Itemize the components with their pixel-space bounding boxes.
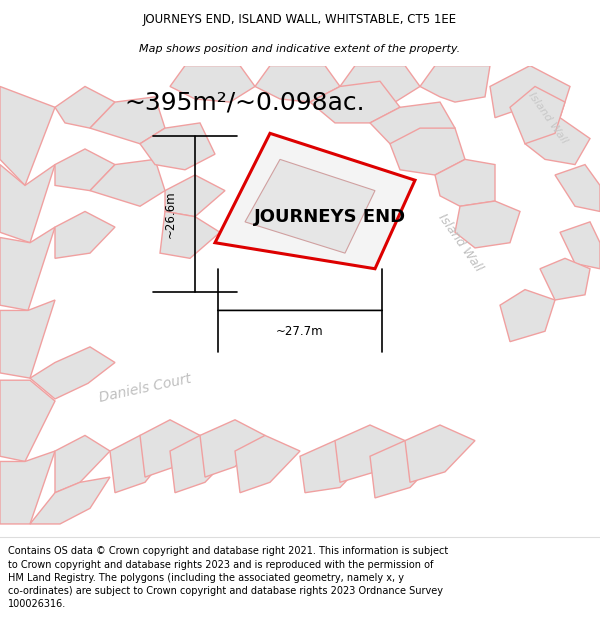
Polygon shape <box>0 451 55 524</box>
Polygon shape <box>55 436 110 492</box>
Polygon shape <box>160 211 220 258</box>
Polygon shape <box>140 420 200 477</box>
Text: co-ordinates) are subject to Crown copyright and database rights 2023 Ordnance S: co-ordinates) are subject to Crown copyr… <box>8 586 443 596</box>
Text: HM Land Registry. The polygons (including the associated geometry, namely x, y: HM Land Registry. The polygons (includin… <box>8 572 404 582</box>
Polygon shape <box>370 102 455 144</box>
Polygon shape <box>500 289 555 342</box>
Polygon shape <box>435 159 495 206</box>
Polygon shape <box>110 436 170 492</box>
Polygon shape <box>55 86 115 128</box>
Polygon shape <box>200 420 265 477</box>
Polygon shape <box>0 227 55 311</box>
Polygon shape <box>340 66 420 102</box>
Polygon shape <box>30 347 115 399</box>
Polygon shape <box>300 441 370 493</box>
Polygon shape <box>405 425 475 483</box>
Text: ~395m²/~0.098ac.: ~395m²/~0.098ac. <box>125 90 365 114</box>
Polygon shape <box>170 436 235 492</box>
Text: ~26.6m: ~26.6m <box>164 190 177 238</box>
Polygon shape <box>0 164 55 242</box>
Polygon shape <box>555 164 600 211</box>
Polygon shape <box>90 97 165 144</box>
Polygon shape <box>170 66 255 102</box>
Polygon shape <box>55 211 115 258</box>
Polygon shape <box>55 149 115 191</box>
Text: JOURNEYS END, ISLAND WALL, WHITSTABLE, CT5 1EE: JOURNEYS END, ISLAND WALL, WHITSTABLE, C… <box>143 13 457 26</box>
Polygon shape <box>235 436 300 492</box>
Polygon shape <box>335 425 405 483</box>
Polygon shape <box>165 175 225 217</box>
Polygon shape <box>90 159 165 206</box>
Polygon shape <box>510 86 565 144</box>
Polygon shape <box>140 123 215 170</box>
Text: to Crown copyright and database rights 2023 and is reproduced with the permissio: to Crown copyright and database rights 2… <box>8 559 433 569</box>
Polygon shape <box>0 86 55 186</box>
Polygon shape <box>560 222 600 269</box>
Polygon shape <box>255 66 340 102</box>
Polygon shape <box>30 477 110 524</box>
Polygon shape <box>390 128 465 175</box>
Polygon shape <box>245 159 375 253</box>
Polygon shape <box>525 118 590 164</box>
Text: ~27.7m: ~27.7m <box>276 325 324 338</box>
Polygon shape <box>310 81 400 123</box>
Text: Contains OS data © Crown copyright and database right 2021. This information is : Contains OS data © Crown copyright and d… <box>8 546 448 556</box>
Text: JOURNEYS END: JOURNEYS END <box>254 208 406 226</box>
Text: Island Wall: Island Wall <box>436 211 485 274</box>
Polygon shape <box>540 258 590 300</box>
Text: 100026316.: 100026316. <box>8 599 66 609</box>
Text: Map shows position and indicative extent of the property.: Map shows position and indicative extent… <box>139 44 461 54</box>
Polygon shape <box>0 300 55 378</box>
Polygon shape <box>0 380 55 461</box>
Polygon shape <box>455 201 520 248</box>
Polygon shape <box>420 66 490 102</box>
Text: Island Wall: Island Wall <box>527 90 569 145</box>
Polygon shape <box>490 66 570 118</box>
Polygon shape <box>370 441 440 498</box>
Text: Daniels Court: Daniels Court <box>98 372 193 405</box>
Polygon shape <box>215 133 415 269</box>
